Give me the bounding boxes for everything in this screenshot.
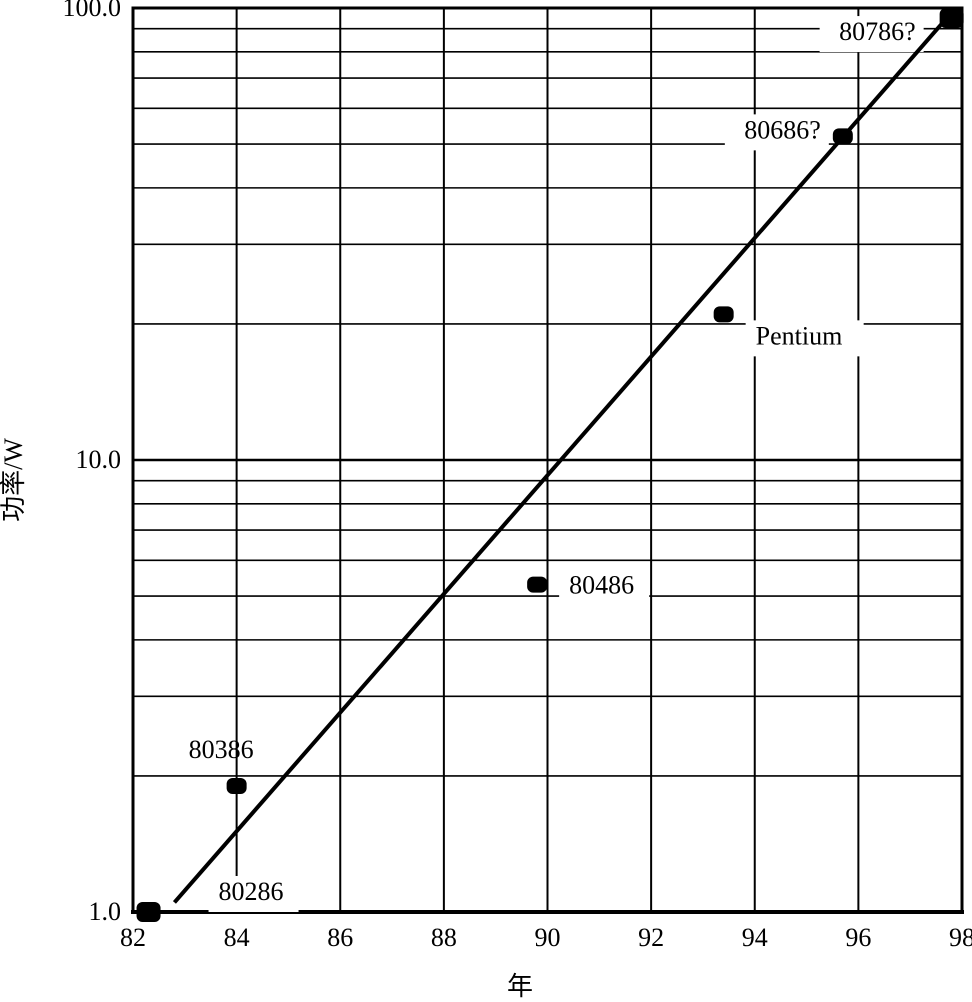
- data-label: 80686?: [744, 115, 821, 144]
- x-axis-label: 年: [507, 972, 533, 1001]
- data-point: [226, 778, 247, 795]
- x-tick-label: 94: [742, 923, 768, 952]
- data-points: 80286 80386 80486 Pentium 80686? 80786?: [136, 8, 964, 922]
- label-background: [724, 114, 829, 151]
- data-label: 80386: [189, 735, 254, 764]
- y-tick-label: 10.0: [76, 445, 122, 474]
- trend-line: [172, 23, 943, 904]
- data-label: Pentium: [756, 321, 843, 350]
- label-background: [745, 320, 864, 357]
- y-axis-label: 功率/W: [0, 438, 28, 522]
- data-point: [713, 306, 734, 323]
- data-label: 80486: [569, 571, 634, 600]
- x-tick-label: 88: [431, 923, 457, 952]
- x-tick-label: 98: [949, 923, 972, 952]
- data-point: [136, 902, 161, 922]
- x-tick-label: 86: [327, 923, 353, 952]
- x-tick-label: 96: [845, 923, 871, 952]
- x-tick-label: 90: [535, 923, 561, 952]
- data-point: [832, 128, 853, 145]
- label-backgrounds: [208, 16, 924, 912]
- y-tick-label: 100.0: [63, 0, 122, 22]
- y-tick-label: 1.0: [89, 897, 122, 926]
- label-background: [208, 876, 299, 912]
- data-point: [527, 576, 548, 593]
- x-tick-label: 82: [120, 923, 146, 952]
- x-tick-label: 92: [638, 923, 664, 952]
- x-tick-label: 84: [224, 923, 250, 952]
- data-point: [939, 8, 964, 29]
- label-background: [819, 16, 924, 53]
- grid-lines: [131, 6, 964, 914]
- tick-labels: 82 84 86 88 90 92 94 96 98 1.0 10.0 100.0: [63, 0, 972, 952]
- data-label: 80286: [219, 877, 284, 906]
- data-label: 80786?: [839, 17, 916, 46]
- label-background: [559, 569, 650, 606]
